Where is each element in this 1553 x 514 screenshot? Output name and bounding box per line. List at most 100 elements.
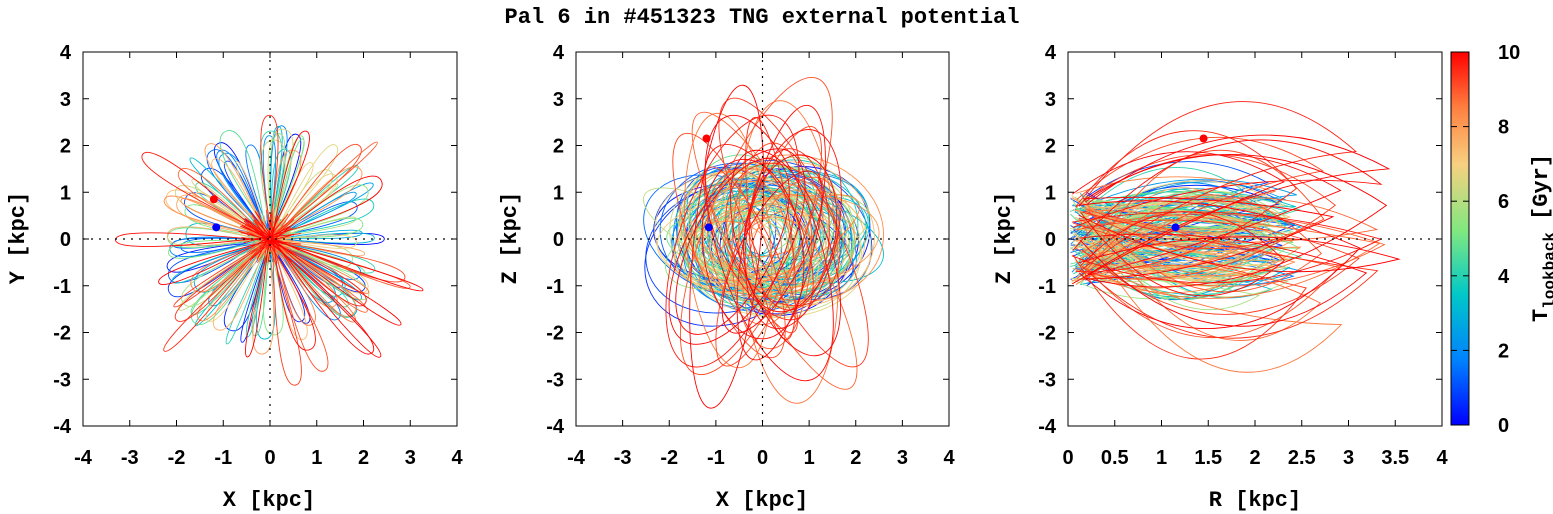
panel-xz: X [kpc] Z [kpc] -4 -3 -2 -1 0 1 2 3 4 -4 -3 -2 -1 0 1 2… xyxy=(498,42,955,513)
xy-orbit-69 xyxy=(181,218,293,307)
xz-ytick-label-1: -3 xyxy=(546,369,564,391)
rz-orbit-128 xyxy=(1082,196,1335,280)
panel-xy: X [kpc] Y [kpc] -4 -3 -2 -1 0 1 2 3 4 -4 -3 -2 -1 0 1 2… xyxy=(6,42,463,513)
rz-orbit-104 xyxy=(1079,218,1343,373)
xy-ylabel: Y [kpc] xyxy=(6,192,31,284)
rz-orbit-126 xyxy=(1078,200,1361,329)
rz-xtick-label-3: 1.5 xyxy=(1194,447,1222,469)
xy-marker-initial xyxy=(209,195,218,204)
xy-orbit-114 xyxy=(173,222,291,308)
rz-ytick-label-8: 4 xyxy=(1045,42,1057,64)
xy-ytick-label-8: 4 xyxy=(60,42,72,64)
xy-ytick-label-5: 1 xyxy=(60,182,71,204)
rz-orbit-110 xyxy=(1086,209,1340,338)
rz-xtick-label-4: 2 xyxy=(1249,447,1260,469)
xz-marker-initial xyxy=(702,134,711,143)
panel-rz: R [kpc] Z [kpc] 0 0.5 1 1.5 2 2.5 3 3.5 4 -4 -3 -2 -… xyxy=(992,42,1448,513)
rz-ytick-label-0: -4 xyxy=(1038,416,1057,438)
rz-orbit-97 xyxy=(1072,209,1296,281)
rz-orbit-79 xyxy=(1072,231,1274,279)
xy-orbit-94 xyxy=(204,143,289,263)
rz-orbit-105 xyxy=(1085,209,1381,299)
xy-orbit-37 xyxy=(263,125,283,262)
colorbar-tick-label-1: 2 xyxy=(1498,340,1509,362)
xz-orbit-115 xyxy=(745,116,797,341)
xz-orbit-70 xyxy=(677,176,845,306)
xz-xtick-label-8: 4 xyxy=(943,447,955,469)
xy-orbit-78 xyxy=(251,144,339,262)
xy-orbit-97 xyxy=(246,166,363,260)
rz-xtick-label-6: 3 xyxy=(1343,447,1354,469)
xz-orbit-124 xyxy=(743,154,838,313)
xy-marker-present-day xyxy=(212,223,221,232)
rz-orbit-129 xyxy=(1078,214,1401,273)
xy-orbit-82 xyxy=(252,232,357,249)
xz-orbit-97 xyxy=(683,220,772,281)
xz-marker-present-day xyxy=(704,223,713,232)
xy-orbit-88 xyxy=(211,158,287,259)
xy-ytick-label-4: 0 xyxy=(60,229,71,251)
rz-xlabel: R [kpc] xyxy=(1209,488,1301,513)
xz-orbit-114 xyxy=(718,97,869,368)
rz-orbit-52 xyxy=(1069,190,1301,267)
xy-orbit-43 xyxy=(260,148,292,259)
rz-ylabel: Z [kpc] xyxy=(992,192,1017,284)
rz-xtick-label-8: 4 xyxy=(1436,447,1448,469)
xz-xtick-label-5: 1 xyxy=(804,447,815,469)
xy-orbit-72 xyxy=(178,221,291,311)
colorbar-tick-label-3: 6 xyxy=(1498,191,1509,213)
xz-xtick-label-7: 3 xyxy=(897,447,908,469)
rz-orbit-107 xyxy=(1081,197,1379,254)
xy-orbit-6 xyxy=(223,217,287,332)
xz-ytick-label-3: -1 xyxy=(546,276,564,298)
xy-xlabel: X [kpc] xyxy=(223,488,315,513)
xy-orbit-44 xyxy=(246,198,375,254)
xz-ytick-label-6: 2 xyxy=(553,136,564,158)
rz-ytick-label-4: 0 xyxy=(1045,229,1056,251)
colorbar-tick-label-4: 8 xyxy=(1498,117,1509,139)
xz-xtick-label-1: -3 xyxy=(614,447,632,469)
xz-orbit-69 xyxy=(702,166,855,309)
xy-xtick-label-3: -1 xyxy=(214,447,232,469)
xy-orbit-11 xyxy=(223,160,284,257)
xy-orbit-76 xyxy=(191,179,288,254)
xz-orbit-127 xyxy=(721,170,823,334)
xz-orbit-122 xyxy=(704,114,834,382)
xz-orbit-113 xyxy=(705,166,799,334)
xz-orbit-117 xyxy=(748,148,830,311)
rz-xtick-label-0: 0 xyxy=(1062,447,1073,469)
xz-orbit-121 xyxy=(736,104,826,361)
xy-ytick-label-2: -2 xyxy=(53,323,71,345)
rz-xtick-label-1: 0.5 xyxy=(1101,447,1129,469)
xy-orbit-100 xyxy=(251,220,338,308)
xz-xtick-label-2: -2 xyxy=(660,447,678,469)
xy-orbit-62 xyxy=(261,219,284,336)
colorbar-gradient xyxy=(1450,51,1470,426)
xy-xtick-label-0: -4 xyxy=(74,447,93,469)
xy-xtick-label-2: -2 xyxy=(168,447,186,469)
rz-orbit-121 xyxy=(1080,211,1285,297)
xy-xtick-label-5: 1 xyxy=(311,447,322,469)
xy-orbit-89 xyxy=(166,226,291,248)
xy-xtick-label-6: 2 xyxy=(358,447,369,469)
xz-orbit-104 xyxy=(683,112,773,369)
xy-orbit-112 xyxy=(241,224,406,283)
rz-orbit-89 xyxy=(1075,236,1253,268)
rz-orbit-124 xyxy=(1071,151,1285,285)
xy-orbit-102 xyxy=(190,221,291,293)
xz-xlabel: X [kpc] xyxy=(716,488,808,513)
colorbar-label-unit: [Gyr] xyxy=(1529,154,1553,220)
xy-orbit-123 xyxy=(241,218,402,326)
rz-marker-initial xyxy=(1199,134,1208,143)
xy-orbit-115 xyxy=(174,217,294,322)
rz-xtick-label-2: 1 xyxy=(1156,447,1167,469)
xy-orbit-117 xyxy=(163,213,295,352)
xy-orbit-92 xyxy=(176,194,292,256)
xy-orbit-119 xyxy=(141,151,300,263)
xz-ytick-label-2: -2 xyxy=(546,323,564,345)
xz-orbit-106 xyxy=(706,169,795,325)
xy-orbit-121 xyxy=(115,232,301,247)
xy-orbit-54 xyxy=(251,219,278,337)
rz-orbit-117 xyxy=(1075,130,1297,273)
